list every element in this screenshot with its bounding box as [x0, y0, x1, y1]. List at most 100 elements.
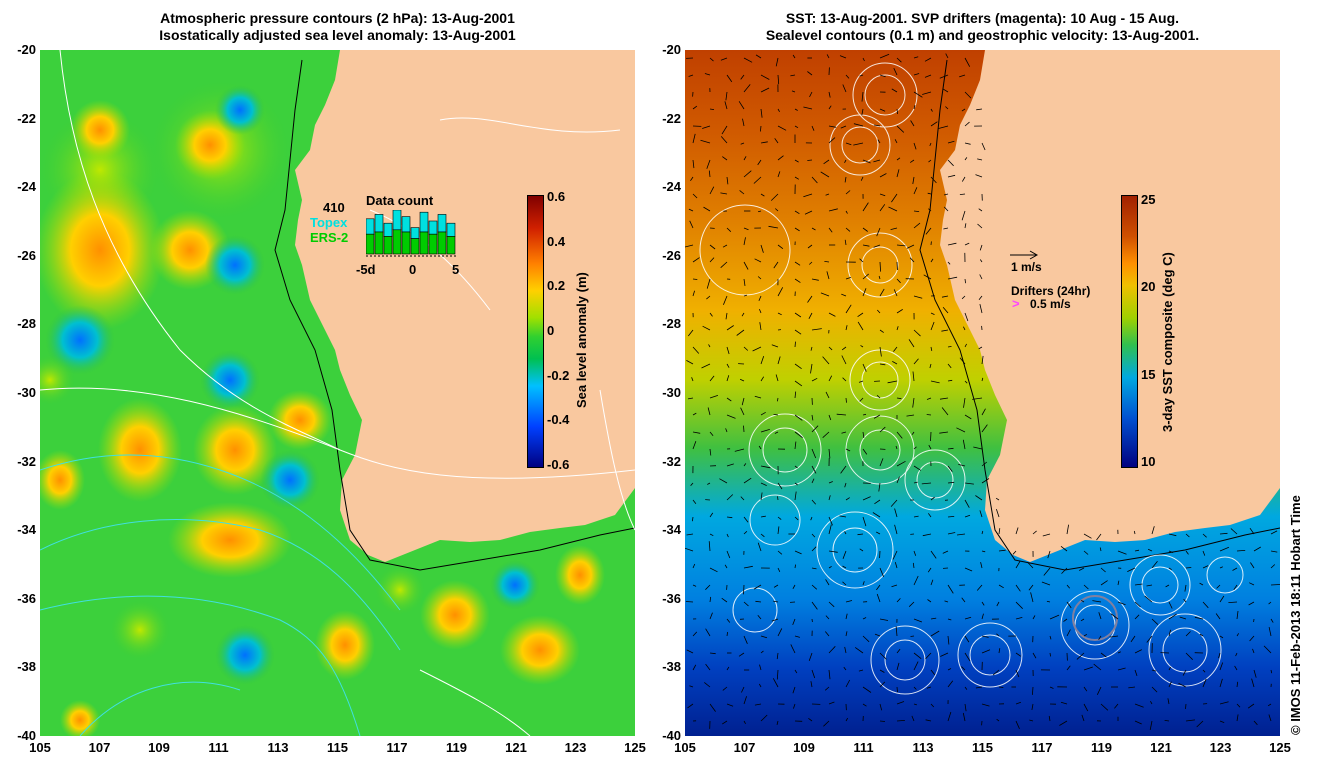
velocity-arrow [741, 686, 745, 693]
velocity-arrow [810, 346, 813, 351]
velocity-arrow [692, 278, 698, 280]
velocity-arrow [828, 495, 831, 501]
velocity-arrow [1202, 669, 1206, 673]
velocity-arrow [734, 448, 745, 452]
velocity-arrow [977, 158, 983, 161]
sst-colorbar [1121, 195, 1138, 468]
velocity-arrow [1185, 652, 1193, 660]
velocity-arrow [691, 377, 694, 382]
velocity-arrow [721, 720, 728, 725]
velocity-arrow [794, 159, 799, 163]
velocity-scale-arrow [1010, 250, 1039, 260]
sla-tick: -0.4 [547, 412, 570, 428]
velocity-arrow [760, 533, 765, 538]
velocity-arrow [1015, 601, 1023, 609]
velocity-arrow [1099, 547, 1102, 552]
velocity-arrow [1247, 703, 1255, 709]
velocity-arrow [754, 395, 762, 399]
velocity-arrow [1235, 652, 1238, 657]
velocity-arrow [794, 278, 801, 283]
velocity-arrow [709, 395, 719, 399]
ers-bar [446, 236, 456, 255]
velocity-arrow [879, 346, 882, 357]
velocity-arrow [1168, 533, 1177, 537]
velocity-arrow [753, 176, 762, 184]
right-lon-label: 123 [1209, 740, 1232, 755]
velocity-arrow [1202, 550, 1206, 556]
velocity-arrow [777, 287, 784, 297]
velocity-arrow [692, 499, 697, 504]
velocity-arrow [921, 482, 932, 485]
velocity-arrow [961, 666, 966, 671]
velocity-arrow [1218, 652, 1221, 659]
right-title-line2: Sealevel contours (0.1 m) and geostrophi… [765, 27, 1200, 43]
velocity-arrow [978, 295, 983, 300]
velocity-arrow [740, 496, 745, 501]
velocity-arrow [844, 176, 847, 183]
velocity-arrow [959, 357, 966, 365]
velocity-arrow [894, 561, 898, 569]
right-panel-title: SST: 13-Aug-2001. SVP drifters (magenta)… [685, 10, 1280, 44]
left-panel-title: Atmospheric pressure contours (2 hPa): 1… [40, 10, 635, 44]
velocity-arrow [760, 74, 770, 80]
velocity-arrow [692, 412, 697, 416]
velocity-arrow [913, 187, 918, 195]
velocity-arrow [771, 618, 779, 622]
velocity-arrow [725, 312, 728, 320]
velocity-arrow [1168, 629, 1171, 637]
velocity-arrow [777, 516, 782, 520]
velocity-arrow [719, 478, 728, 484]
velocity-arrow [891, 88, 898, 93]
velocity-arrow [811, 478, 815, 484]
ers-bar [401, 231, 411, 255]
velocity-arrow [1236, 610, 1239, 620]
velocity-arrow [896, 157, 901, 161]
velocity-arrow [912, 397, 915, 408]
left-title-line1: Atmospheric pressure contours (2 hPa): 1… [160, 10, 515, 26]
velocity-arrow [811, 176, 818, 184]
velocity-arrow [879, 652, 887, 660]
velocity-arrow [1134, 583, 1143, 586]
velocity-arrow [930, 121, 938, 127]
velocity-arrow [1100, 580, 1108, 586]
drifter-scale-label: 0.5 m/s [1030, 297, 1071, 311]
velocity-arrow [811, 533, 816, 538]
velocity-arrow [757, 276, 762, 280]
velocity-arrow [743, 720, 746, 724]
velocity-arrow [738, 101, 745, 110]
velocity-arrow [709, 703, 716, 712]
velocity-arrow [1081, 714, 1085, 722]
velocity-arrow [896, 431, 903, 439]
velocity-arrow [760, 482, 767, 486]
velocity-arrow [874, 499, 881, 505]
velocity-arrow [1219, 532, 1228, 535]
velocity-arrow [1236, 633, 1240, 637]
velocity-arrow [773, 414, 779, 416]
velocity-arrow [823, 159, 830, 165]
velocity-arrow [705, 584, 711, 590]
sst-tick: 20 [1141, 279, 1156, 295]
velocity-arrow [862, 686, 872, 693]
velocity-arrow [743, 601, 749, 607]
velocity-arrow [947, 711, 952, 722]
velocity-arrow [1185, 719, 1196, 722]
velocity-arrow [777, 628, 783, 637]
velocity-arrow [736, 329, 745, 336]
velocity-arrow [912, 371, 915, 382]
velocity-arrow [771, 344, 779, 348]
velocity-arrow [1041, 581, 1051, 586]
velocity-arrow [808, 717, 813, 722]
velocity-arrow [879, 720, 886, 722]
velocity-arrow [853, 142, 864, 146]
velocity-arrow [930, 703, 935, 708]
velocity-arrow [1194, 616, 1204, 620]
sla-tick: 0.4 [547, 233, 566, 249]
velocity-arrow [824, 686, 830, 691]
velocity-arrow [1168, 550, 1174, 553]
velocity-arrow [842, 565, 847, 569]
velocity-arrow [794, 669, 798, 674]
velocity-arrow [1185, 567, 1192, 569]
sla-tick: -0.6 [547, 457, 570, 472]
velocity-arrow [777, 108, 780, 112]
velocity-arrow [925, 652, 932, 660]
